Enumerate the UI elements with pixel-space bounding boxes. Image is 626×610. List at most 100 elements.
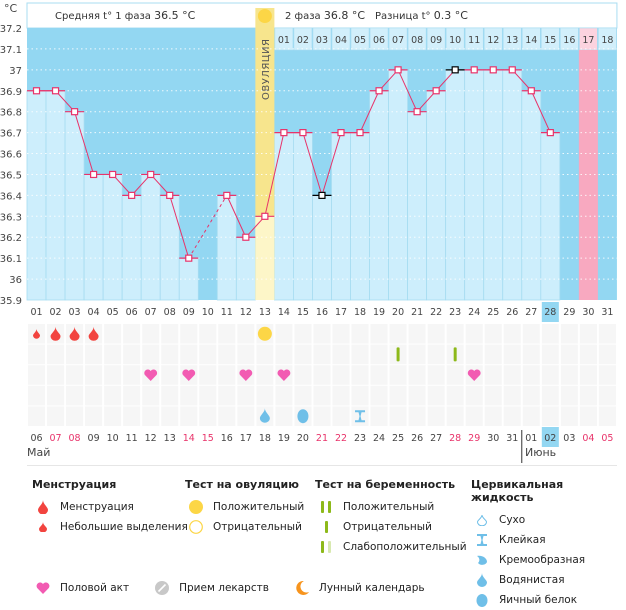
legend-title: Тест на беременность xyxy=(315,478,456,491)
post-ovulation-day-label: 11 xyxy=(468,35,480,46)
marker-cell xyxy=(579,385,597,406)
legend-title: Тест на овуляцию xyxy=(185,478,299,491)
marker-cell xyxy=(446,324,464,344)
post-ovulation-day-label: 02 xyxy=(297,35,309,46)
date-label: 22 xyxy=(335,433,347,444)
post-ovulation-day-label: 01 xyxy=(278,35,290,46)
post-ovulation-day-cell xyxy=(445,27,465,51)
date-label: 24 xyxy=(373,433,385,444)
temperature-point xyxy=(242,233,250,241)
marker-cell xyxy=(180,406,198,426)
temperature-point xyxy=(470,66,478,74)
phase1-average: Средняя t° 1 фаза 36.5 °C xyxy=(55,9,195,22)
marker-cell xyxy=(313,344,331,365)
temperature-point xyxy=(109,170,117,179)
marker-cell xyxy=(560,406,578,426)
temperature-bar xyxy=(45,90,66,301)
legend-item: Половой акт xyxy=(32,578,129,598)
marker-cell xyxy=(123,324,141,344)
y-tick-label: 36.7 xyxy=(0,129,22,140)
post-ovulation-day-cell xyxy=(521,27,541,51)
cycle-day-label: 08 xyxy=(164,307,176,318)
temperature-point xyxy=(375,87,383,95)
temperature-bar xyxy=(445,69,466,301)
marker-cell xyxy=(408,365,426,385)
marker-cell xyxy=(199,344,217,365)
marker-cell xyxy=(465,344,483,365)
date-label: 07 xyxy=(49,433,61,444)
legend-ovulation-test: Тест на овуляцию Положительный Отрицател… xyxy=(185,478,304,537)
marker-cell xyxy=(66,385,84,406)
date-label: 10 xyxy=(107,433,119,444)
temperature-line-segment xyxy=(188,195,228,259)
marker-cell xyxy=(199,385,217,406)
cycle-day-label: 16 xyxy=(316,307,328,318)
temperature-point xyxy=(413,108,421,116)
marker-cell xyxy=(598,365,616,385)
marker-cell xyxy=(237,406,255,426)
marker-cell xyxy=(522,344,540,365)
pregnancy-test-negative-icon xyxy=(396,347,400,362)
marker-cell xyxy=(332,365,350,385)
temperature-line-segment xyxy=(264,132,285,217)
temperature-point xyxy=(223,191,231,199)
marker-cell xyxy=(256,385,274,406)
date-label: 09 xyxy=(88,433,100,444)
cycle-day-label: 13 xyxy=(259,307,271,318)
cycle-day-label: 21 xyxy=(411,307,423,318)
marker-cell xyxy=(598,406,616,426)
cycle-day-label: 04 xyxy=(88,307,100,318)
cycle-day-label: 05 xyxy=(107,307,119,318)
post-ovulation-day-cell xyxy=(426,27,446,51)
post-ovulation-day-cell xyxy=(274,27,294,51)
phase2-average: 2 фаза 36.8 °C xyxy=(285,9,365,22)
marker-cell xyxy=(332,406,350,426)
marker-cell xyxy=(541,344,559,365)
marker-cell xyxy=(332,324,350,344)
marker-cell xyxy=(408,385,426,406)
month-label-may: Май xyxy=(27,446,51,459)
marker-cell xyxy=(66,406,84,426)
marker-cell xyxy=(161,365,179,385)
marker-cell xyxy=(560,324,578,344)
legend-item: Сухо xyxy=(471,510,626,530)
marker-cell xyxy=(332,385,350,406)
marker-cell xyxy=(28,406,46,426)
temperature-point xyxy=(546,129,554,137)
marker-cell xyxy=(560,344,578,365)
phase1-label: Средняя t° 1 фаза xyxy=(55,11,151,22)
creamy-icon xyxy=(471,554,493,566)
post-ovulation-day-label: 06 xyxy=(373,35,385,46)
pregnancy-test-negative-icon xyxy=(453,347,457,362)
y-tick-label: 37.2 xyxy=(0,24,22,35)
marker-cell xyxy=(541,406,559,426)
marker-cell xyxy=(199,324,217,344)
diff-value: 0.3 °C xyxy=(433,9,468,22)
marker-cell xyxy=(579,344,597,365)
marker-cell xyxy=(427,324,445,344)
temperature-difference: Разница t° 0.3 °C xyxy=(375,9,468,22)
temperature-line-segment xyxy=(359,90,380,133)
date-label: 26 xyxy=(411,433,423,444)
y-tick-label: 37 xyxy=(9,66,22,77)
marker-cell xyxy=(389,365,407,385)
post-ovulation-day-cell xyxy=(483,27,503,51)
legend-item: Отрицательный xyxy=(315,517,467,537)
temperature-line-segment xyxy=(226,195,247,238)
temperature-point xyxy=(318,191,326,199)
marker-cell xyxy=(85,365,103,385)
date-label: 29 xyxy=(468,433,480,444)
heart-icon xyxy=(144,369,158,381)
marker-cell xyxy=(332,344,350,365)
marker-cell xyxy=(503,365,521,385)
legend-menstruation: Менструация Менструация Небольшие выделе… xyxy=(32,478,188,537)
marker-cell xyxy=(66,344,84,365)
marker-cell xyxy=(484,365,502,385)
date-label: 16 xyxy=(221,433,233,444)
marker-cell xyxy=(427,344,445,365)
marker-cell xyxy=(256,365,274,385)
marker-cell xyxy=(465,324,483,344)
sun-outline-icon xyxy=(185,520,207,534)
heart-icon xyxy=(467,369,481,381)
diff-label: Разница t° xyxy=(375,11,431,22)
